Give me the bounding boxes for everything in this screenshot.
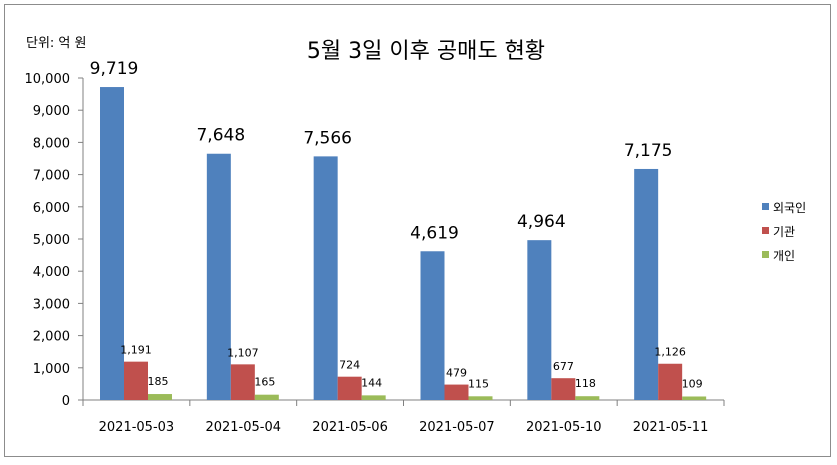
y-tick-label: 7,000 bbox=[33, 169, 70, 184]
y-tick-label: 10,000 bbox=[25, 72, 71, 87]
bar-series-3 bbox=[361, 395, 386, 400]
bar-series-1 bbox=[313, 156, 338, 400]
bar-series-2 bbox=[658, 363, 683, 400]
data-label-series-1: 4,964 bbox=[517, 212, 566, 232]
legend-label-series-1: 외국인 bbox=[773, 201, 806, 215]
bar-series-3 bbox=[575, 396, 600, 400]
data-label-series-2: 1,126 bbox=[654, 346, 686, 359]
data-label-series-2: 677 bbox=[553, 360, 574, 373]
y-tick-label: 0 bbox=[62, 394, 70, 409]
x-tick-label: 2021-05-11 bbox=[633, 420, 709, 435]
legend-key-series-2 bbox=[762, 227, 769, 234]
bar-series-2 bbox=[337, 376, 362, 400]
bar-series-1 bbox=[634, 168, 659, 400]
data-label-series-1: 7,175 bbox=[624, 141, 673, 161]
data-label-series-3: 185 bbox=[148, 375, 169, 388]
x-tick-label: 2021-05-07 bbox=[419, 420, 495, 435]
y-tick-label: 2,000 bbox=[33, 330, 70, 345]
y-tick-label: 9,000 bbox=[33, 104, 70, 119]
bar-series-1 bbox=[420, 251, 445, 400]
legend-key-series-3 bbox=[762, 251, 769, 258]
y-tick-label: 6,000 bbox=[33, 201, 70, 216]
data-label-series-3: 165 bbox=[254, 376, 275, 389]
bar-series-1 bbox=[527, 240, 552, 400]
bar-series-2 bbox=[124, 361, 148, 400]
bar-series-2 bbox=[230, 364, 255, 400]
bar-series-3 bbox=[148, 394, 172, 400]
bar-series-3 bbox=[468, 396, 493, 400]
y-tick-label: 1,000 bbox=[33, 362, 70, 377]
data-label-series-2: 1,191 bbox=[120, 344, 152, 357]
data-label-series-2: 479 bbox=[446, 367, 467, 380]
y-tick-label: 5,000 bbox=[33, 233, 70, 248]
x-tick-label: 2021-05-03 bbox=[99, 420, 175, 435]
chart-title: 5월 3일 이후 공매도 현황 bbox=[307, 39, 545, 64]
data-label-series-3: 144 bbox=[361, 376, 382, 389]
data-label-series-3: 115 bbox=[468, 377, 489, 390]
x-tick-label: 2021-05-10 bbox=[526, 420, 602, 435]
data-label-series-3: 109 bbox=[682, 377, 703, 390]
legend-key-series-1 bbox=[762, 203, 769, 210]
data-label-series-1: 7,648 bbox=[196, 126, 245, 146]
x-tick-label: 2021-05-04 bbox=[205, 420, 281, 435]
bar-series-3 bbox=[254, 394, 279, 400]
data-label-series-2: 1,107 bbox=[227, 346, 259, 359]
data-label-series-2: 724 bbox=[339, 359, 360, 372]
data-label-series-3: 118 bbox=[575, 377, 596, 390]
y-tick-label: 3,000 bbox=[33, 297, 70, 312]
bar-series-1 bbox=[206, 153, 231, 400]
bar-series-2 bbox=[444, 384, 469, 400]
y-tick-label: 8,000 bbox=[33, 136, 70, 151]
bar-series-2 bbox=[551, 378, 576, 400]
data-label-series-1: 7,566 bbox=[303, 128, 352, 148]
legend-label-series-3: 개인 bbox=[773, 249, 795, 263]
data-label-series-1: 4,619 bbox=[410, 223, 459, 243]
axes: 0 1,000 2,000 3,000 4,000 5,000 6,000 7,000 8,00… bbox=[25, 72, 725, 435]
bar-series-1 bbox=[100, 87, 124, 400]
y-tick-label: 4,000 bbox=[33, 265, 70, 280]
unit-label: 단위: 억 원 bbox=[26, 36, 87, 51]
data-label-series-1: 9,719 bbox=[90, 59, 139, 79]
x-tick-label: 2021-05-06 bbox=[312, 420, 388, 435]
legend-label-series-2: 기관 bbox=[773, 225, 795, 239]
bar-series-3 bbox=[682, 396, 707, 400]
